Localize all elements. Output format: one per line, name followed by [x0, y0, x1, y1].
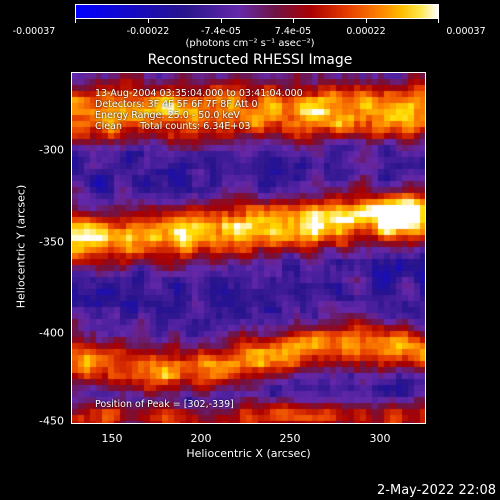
- y-tick-label: -300: [39, 143, 64, 157]
- colorbar-tick-label: -0.00022: [126, 26, 170, 37]
- image-title: Reconstructed RHESSI Image: [147, 52, 353, 68]
- y-tick-label: -450: [39, 414, 64, 428]
- colorbar-tick-label: 0.00037: [446, 26, 486, 37]
- info-detectors: Detectors: 3F 4F 5F 6F 7F 8F Att 0: [95, 99, 258, 110]
- x-tick-label: 200: [190, 432, 212, 445]
- colorbar-tickmark: [366, 19, 367, 23]
- colorbar-tickmark: [221, 19, 222, 23]
- colorbar-tick-label: 7.4e-05: [274, 26, 312, 37]
- colorbar-tick-label: -0.00037: [12, 26, 56, 37]
- colorbar-tickmark: [293, 19, 294, 23]
- colorbar-tick-label: -7.4e-05: [201, 26, 241, 37]
- x-axis-label: Heliocentric X (arcsec): [186, 447, 311, 460]
- rhessi-image-canvas: [72, 73, 425, 423]
- y-tick-label: -400: [39, 326, 64, 340]
- colorbar: [75, 4, 439, 19]
- y-tick-label: -350: [39, 235, 64, 249]
- x-tick-label: 150: [101, 432, 123, 445]
- y-axis-label: Heliocentric Y (arcsec): [14, 184, 28, 309]
- info-energy: Energy Range: 25.0 - 50.0 keV: [95, 110, 240, 121]
- info-time: 13-Aug-2004 03:35:04.000 to 03:41:04.000: [95, 88, 303, 99]
- colorbar-tickmark: [438, 19, 439, 23]
- timestamp: 2-May-2022 22:08: [377, 483, 496, 498]
- rhessi-image: 13-Aug-2004 03:35:04.000 to 03:41:04.000…: [71, 72, 426, 424]
- info-clean: Clean Total counts: 6.34E+03: [95, 121, 251, 132]
- x-tick-label: 250: [279, 432, 301, 445]
- x-tick-label: 300: [369, 432, 391, 445]
- colorbar-units: (photons cm⁻² s⁻¹ asec⁻²): [185, 38, 315, 49]
- colorbar-tickmark: [148, 19, 149, 23]
- info-peak: Position of Peak = [302,-339]: [95, 399, 234, 410]
- colorbar-tick-label: 0.00022: [346, 26, 386, 37]
- colorbar-tickmark: [75, 19, 76, 23]
